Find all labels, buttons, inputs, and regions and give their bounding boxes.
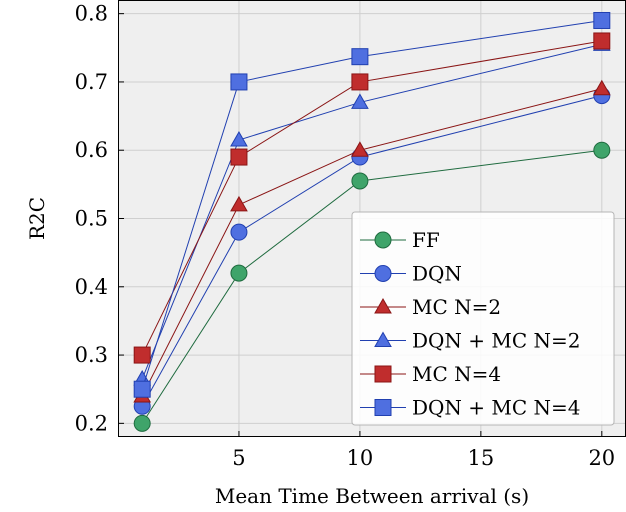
data-point xyxy=(351,93,369,109)
x-axis-ticks: 5 10 15 20 xyxy=(232,431,615,470)
data-point xyxy=(230,223,248,241)
legend-marker xyxy=(374,331,392,347)
data-point xyxy=(592,79,611,96)
x-axis-label: Mean Time Between arrival (s) xyxy=(215,484,529,508)
legend-item: DQN + MC N=2 xyxy=(360,329,581,353)
legend-marker xyxy=(374,265,392,282)
data-point xyxy=(230,148,248,166)
data-point xyxy=(351,73,369,91)
y-tick-label: 0.3 xyxy=(75,343,108,367)
y-axis-ticks: 0.2 0.3 0.4 0.5 0.6 0.7 0.8 xyxy=(75,2,124,435)
legend-item: FF xyxy=(360,228,440,252)
data-point xyxy=(351,48,369,66)
legend-marker xyxy=(374,399,392,416)
y-axis-label: R2C xyxy=(25,197,49,240)
legend: FF DQN MC N=2 DQN + MC N=2 MC N=4 DQN + MC N=… xyxy=(351,211,615,426)
data-point xyxy=(133,414,151,432)
legend-marker xyxy=(374,231,392,249)
legend-label: FF xyxy=(412,228,440,252)
x-tick-label: 10 xyxy=(347,446,374,470)
legend-marker xyxy=(374,365,392,383)
data-point xyxy=(351,141,369,157)
series-line xyxy=(141,88,602,397)
x-tick-label: 20 xyxy=(588,446,615,470)
series-line xyxy=(141,43,602,380)
y-tick-label: 0.7 xyxy=(75,70,108,94)
series-4 xyxy=(133,32,611,364)
legend-label: DQN xyxy=(412,262,462,286)
data-point xyxy=(133,380,151,398)
y-tick-label: 0.6 xyxy=(75,138,108,162)
series-0 xyxy=(133,141,611,432)
legend-label: DQN + MC N=2 xyxy=(412,329,581,353)
series-layer xyxy=(133,11,611,432)
legend-item: DQN + MC N=4 xyxy=(360,396,581,420)
y-tick-label: 0.4 xyxy=(75,275,108,299)
data-point xyxy=(593,11,611,29)
data-point xyxy=(230,73,248,91)
data-point xyxy=(593,141,611,159)
data-point xyxy=(593,32,611,50)
data-point xyxy=(230,130,248,147)
y-tick-label: 0.8 xyxy=(75,2,108,26)
legend-item: MC N=2 xyxy=(360,295,501,319)
legend-box xyxy=(351,211,615,426)
data-point xyxy=(230,264,248,282)
data-point xyxy=(230,195,248,212)
legend-label: MC N=2 xyxy=(412,295,501,319)
legend-item: DQN xyxy=(360,262,462,286)
legend-label: MC N=4 xyxy=(412,362,501,386)
data-point xyxy=(351,172,369,190)
legend-item: MC N=4 xyxy=(360,362,501,386)
y-tick-label: 0.2 xyxy=(75,411,108,435)
series-line xyxy=(141,149,602,424)
legend-marker xyxy=(374,297,392,314)
series-line xyxy=(141,19,602,390)
series-line xyxy=(141,95,602,407)
data-point xyxy=(133,346,151,364)
series-5 xyxy=(133,11,611,398)
y-tick-label: 0.5 xyxy=(75,207,108,231)
x-tick-label: 5 xyxy=(232,446,245,470)
legend-label: DQN + MC N=4 xyxy=(412,396,581,420)
series-line xyxy=(141,40,602,356)
x-tick-label: 15 xyxy=(467,446,494,470)
